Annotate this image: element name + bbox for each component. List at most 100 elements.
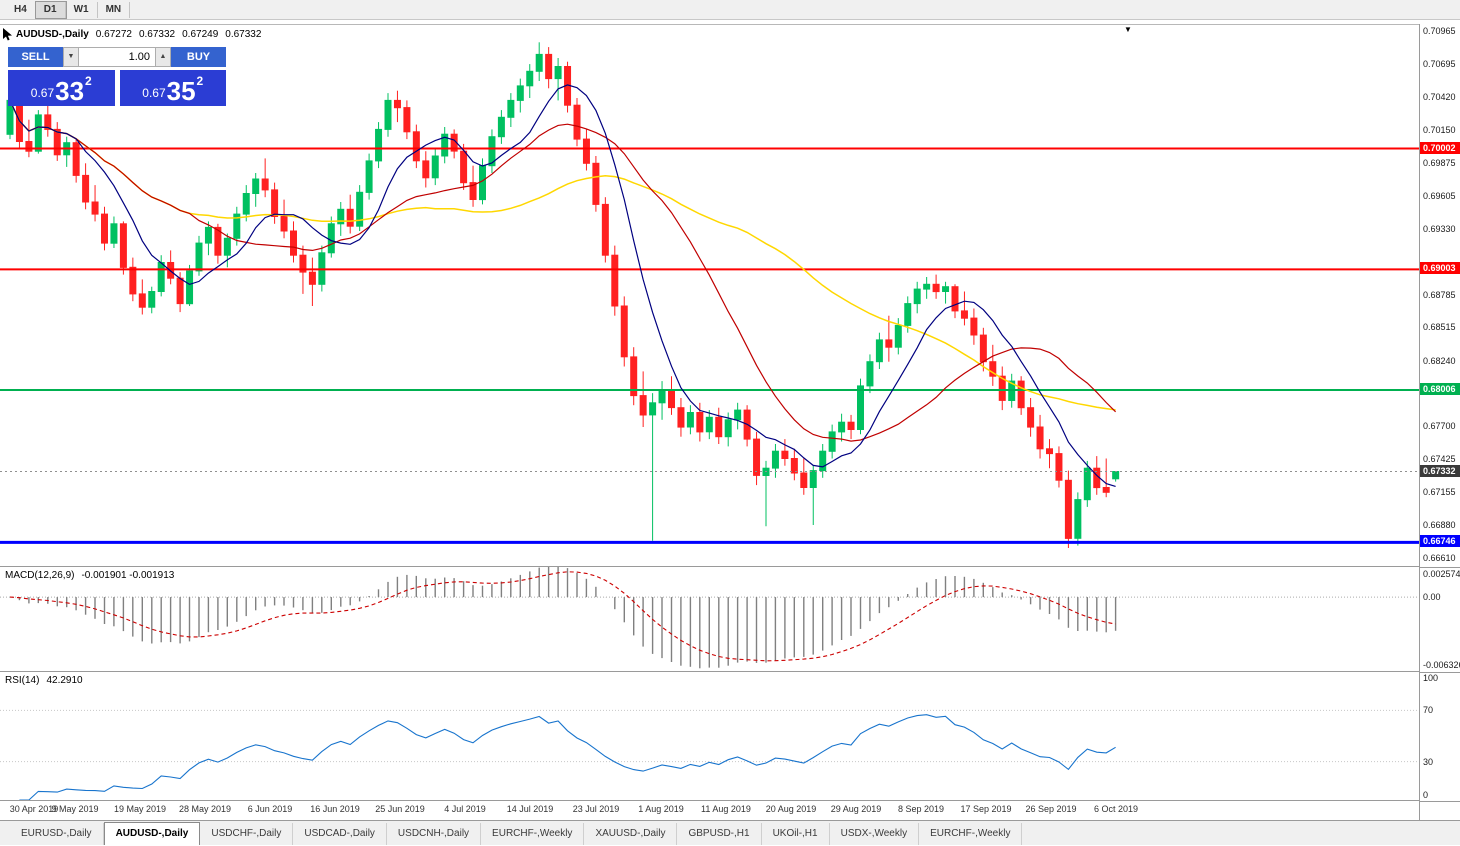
- ohlc-low: 0.67249: [182, 29, 219, 40]
- rsi-label: RSI(14) 42.2910: [5, 675, 83, 686]
- rsi-indicator[interactable]: [0, 672, 1419, 800]
- rsi-axis-label: 70: [1423, 705, 1434, 715]
- price-axis-label: 0.67155: [1423, 487, 1456, 497]
- sell-price-big: 33: [55, 76, 85, 106]
- hline-price-tag: 0.66746: [1420, 535, 1460, 547]
- macd-panel[interactable]: MACD(12,26,9) -0.001901 -0.001913: [0, 567, 1419, 672]
- volume-increase-button[interactable]: ▲: [155, 47, 171, 67]
- macd-axis-label: 0.00: [1423, 592, 1441, 602]
- macd-axis-label: -0.006326: [1423, 660, 1460, 670]
- price-axis-label: 0.68785: [1423, 290, 1456, 300]
- price-axis-label: 0.69605: [1423, 191, 1456, 201]
- chart-tab-gbpusd-h1[interactable]: GBPUSD-,H1: [677, 823, 762, 845]
- macd-indicator[interactable]: [0, 567, 1419, 671]
- sell-price-button[interactable]: 0.67 33 2: [8, 70, 115, 106]
- price-axis[interactable]: 0.70965 0.70695 0.70420 0.70150 0.69875 0.696…: [1420, 24, 1460, 820]
- price-axis-label: 0.70695: [1423, 59, 1456, 69]
- current-price-tag: 0.67332: [1420, 465, 1460, 477]
- price-axis-label: 0.69875: [1423, 158, 1456, 168]
- hline-price-tag: 0.70002: [1420, 142, 1460, 154]
- chart-tab-usdcad-daily[interactable]: USDCAD-,Daily: [293, 823, 387, 845]
- date-axis-label: 30 Apr 2019: [9, 804, 59, 814]
- date-axis-label: 4 Jul 2019: [444, 804, 486, 814]
- date-axis-label: 25 Jun 2019: [375, 804, 425, 814]
- date-axis[interactable]: 30 Apr 2019 9 May 2019 19 May 2019 28 May 2…: [0, 801, 1419, 820]
- date-axis-label: 19 May 2019: [113, 804, 167, 814]
- rsi-value: 42.2910: [46, 675, 83, 686]
- volume-input[interactable]: [79, 47, 155, 67]
- date-axis-label: 11 Aug 2019: [701, 804, 751, 814]
- timeframe-button-mn[interactable]: MN: [98, 1, 131, 18]
- hline-price-tag: 0.68006: [1420, 383, 1460, 395]
- price-axis-label: 0.70965: [1423, 26, 1456, 36]
- price-axis-label: 0.67700: [1423, 421, 1456, 431]
- chart-tab-eurusd-daily[interactable]: EURUSD-,Daily: [10, 823, 104, 845]
- rsi-axis-label: 30: [1423, 757, 1434, 767]
- date-axis-label: 14 Jul 2019: [506, 804, 554, 814]
- date-axis-label: 17 Sep 2019: [960, 804, 1012, 814]
- rsi-axis-label: 100: [1423, 673, 1439, 683]
- buy-price-pip: 2: [196, 74, 204, 88]
- chart-tab-usdx-weekly[interactable]: USDX-,Weekly: [830, 823, 920, 845]
- axis-separator: [1420, 801, 1460, 802]
- date-axis-label: 9 May 2019: [51, 804, 99, 814]
- axis-separator: [1420, 567, 1460, 568]
- chart-tab-xauusd-daily[interactable]: XAUUSD-,Daily: [584, 823, 678, 845]
- candlestick-chart[interactable]: [0, 25, 1419, 567]
- mouse-cursor-icon: [3, 28, 14, 41]
- chart-window: AUDUSD-,Daily 0.67272 0.67332 0.67249 0.…: [0, 24, 1460, 820]
- chart-shift-marker-icon[interactable]: ▼: [1124, 25, 1132, 34]
- price-axis-label: 0.66610: [1423, 553, 1456, 563]
- macd-axis-label: 0.002574: [1423, 569, 1460, 579]
- volume-decrease-button[interactable]: ▼: [63, 47, 79, 67]
- buy-price-button[interactable]: 0.67 35 2: [119, 70, 226, 106]
- price-axis-label: 0.68240: [1423, 356, 1456, 366]
- buy-price-prefix: 0.67: [142, 86, 166, 100]
- date-axis-label: 6 Jun 2019: [247, 804, 293, 814]
- hline-price-tag: 0.69003: [1420, 262, 1460, 274]
- buy-price-big: 35: [166, 76, 196, 106]
- chart-tab-usdcnh-daily[interactable]: USDCNH-,Daily: [387, 823, 482, 845]
- ohlc-open: 0.67272: [95, 29, 132, 40]
- date-axis-label: 20 Aug 2019: [765, 804, 817, 814]
- price-axis-label: 0.68515: [1423, 322, 1456, 332]
- rsi-panel[interactable]: RSI(14) 42.2910: [0, 672, 1419, 801]
- price-axis-label: 0.69330: [1423, 224, 1456, 234]
- date-axis-label: 26 Sep 2019: [1025, 804, 1077, 814]
- date-axis-label: 29 Aug 2019: [830, 804, 882, 814]
- one-click-trading-panel: SELL ▼ ▲ BUY 0.67 33 2 0.67: [8, 47, 226, 106]
- macd-label: MACD(12,26,9) -0.001901 -0.001913: [5, 570, 174, 581]
- date-axis-label: 28 May 2019: [178, 804, 232, 814]
- chart-tab-audusd-daily[interactable]: AUDUSD-,Daily: [103, 822, 201, 845]
- chart-tab-eurchf-weekly[interactable]: EURCHF-,Weekly: [481, 823, 585, 845]
- chart-title: AUDUSD-,Daily 0.67272 0.67332 0.67249 0.…: [16, 29, 261, 40]
- timeframe-toolbar: H4 D1 W1 MN: [0, 0, 1460, 20]
- chart-tab-bar: EURUSD-,Daily AUDUSD-,Daily USDCHF-,Daily U…: [0, 820, 1460, 845]
- price-axis-label: 0.66880: [1423, 520, 1456, 530]
- price-axis-label: 0.67425: [1423, 454, 1456, 464]
- sell-button[interactable]: SELL: [8, 47, 63, 67]
- sell-price-pip: 2: [85, 74, 92, 88]
- chart-tab-usdchf-daily[interactable]: USDCHF-,Daily: [200, 823, 294, 845]
- date-axis-label: 8 Sep 2019: [897, 804, 945, 814]
- axis-separator: [1420, 672, 1460, 673]
- macd-values: -0.001901 -0.001913: [81, 570, 175, 581]
- rsi-axis-label: 0: [1423, 790, 1429, 800]
- symbol-label: AUDUSD-,Daily: [16, 29, 89, 40]
- timeframe-button-d1[interactable]: D1: [34, 0, 67, 19]
- date-axis-label: 6 Oct 2019: [1093, 804, 1139, 814]
- timeframe-button-h4[interactable]: H4: [6, 1, 36, 18]
- date-axis-label: 16 Jun 2019: [310, 804, 360, 814]
- chart-tab-ukoil-h1[interactable]: UKOil-,H1: [762, 823, 830, 845]
- chart-column: AUDUSD-,Daily 0.67272 0.67332 0.67249 0.…: [0, 24, 1420, 820]
- price-axis-label: 0.70420: [1423, 92, 1456, 102]
- timeframe-button-w1[interactable]: W1: [66, 1, 98, 18]
- sell-price-prefix: 0.67: [30, 86, 55, 100]
- main-chart-panel[interactable]: AUDUSD-,Daily 0.67272 0.67332 0.67249 0.…: [0, 24, 1419, 567]
- date-axis-label: 1 Aug 2019: [638, 804, 684, 814]
- chart-tab-eurchf-weekly[interactable]: EURCHF-,Weekly: [919, 823, 1023, 845]
- buy-button[interactable]: BUY: [171, 47, 226, 67]
- date-axis-label: 23 Jul 2019: [572, 804, 620, 814]
- ohlc-high: 0.67332: [138, 29, 176, 40]
